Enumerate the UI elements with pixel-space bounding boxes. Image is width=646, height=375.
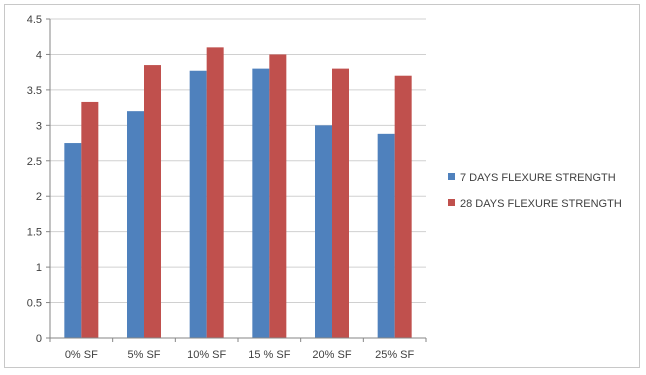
x-tick-label: 10% SF — [187, 349, 226, 361]
bar-28-days — [332, 68, 349, 338]
x-tick-labels: 0% SF 5% SF 10% SF 15 % SF 20% SF 25% SF — [65, 349, 415, 361]
legend-swatch — [448, 199, 455, 206]
x-tick-label: 25% SF — [375, 349, 414, 361]
bar-7-days — [377, 133, 395, 338]
x-tick-label: 0% SF — [65, 349, 98, 361]
legend-swatch — [448, 173, 455, 180]
bar-7-days — [252, 68, 270, 338]
y-tick-label: 2 — [36, 191, 42, 203]
bar-7-days — [189, 70, 207, 338]
legend: 7 DAYS FLEXURE STRENGTH 28 DAYS FLEXURE S… — [448, 172, 622, 210]
y-tick-label: 0 — [36, 333, 42, 345]
legend-label: 7 DAYS FLEXURE STRENGTH — [460, 172, 616, 184]
y-tick-label: 4 — [36, 49, 42, 61]
y-tick-label: 1 — [36, 262, 42, 274]
bar-7-days — [127, 111, 144, 339]
y-tick-label: 4.5 — [27, 14, 42, 26]
bar-28-days — [81, 101, 99, 338]
y-tick-label: 3.5 — [27, 85, 42, 97]
bar-7-days — [64, 143, 82, 338]
bar-28-days — [394, 75, 412, 338]
legend-label: 28 DAYS FLEXURE STRENGTH — [460, 198, 622, 210]
bar-7-days — [315, 125, 332, 338]
bar-28-days — [206, 47, 224, 338]
y-tick-label: 3 — [36, 120, 42, 132]
y-tick-label: 1.5 — [27, 227, 42, 239]
bar-28-days — [269, 54, 287, 338]
bars — [64, 47, 412, 339]
y-tick-label: 2.5 — [27, 156, 42, 168]
y-tick-labels: 0 0.5 1 1.5 2 2.5 3 3.5 4 4.5 — [27, 14, 42, 345]
bar-28-days — [144, 65, 161, 339]
y-tick-label: 0.5 — [27, 298, 42, 310]
x-tick-label: 5% SF — [127, 349, 160, 361]
gridlines — [46, 18, 426, 339]
x-tick-label: 15 % SF — [248, 349, 290, 361]
x-tick-label: 20% SF — [312, 349, 351, 361]
axes — [49, 19, 427, 342]
